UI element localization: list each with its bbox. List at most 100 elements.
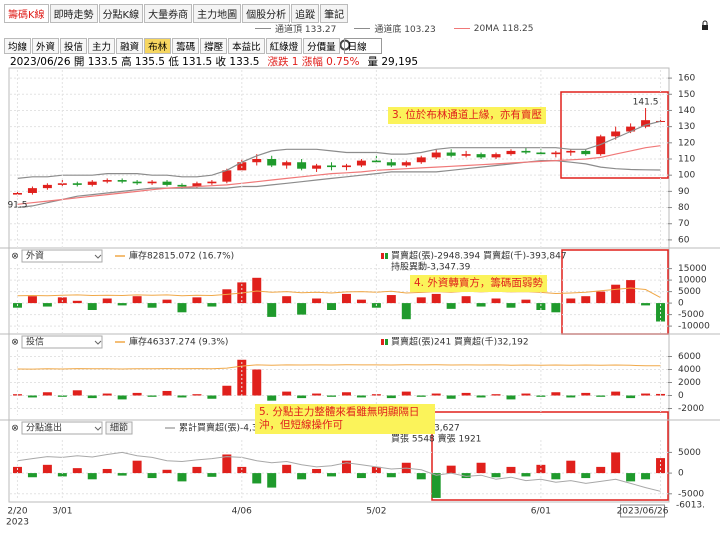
candle-body [566,150,576,153]
bar [87,473,97,480]
bar [506,466,516,474]
lock-icon[interactable] [702,25,708,30]
candle-body [401,162,411,166]
y-tick-label: 80 [678,203,690,213]
y-tick-label: 15000 [678,264,707,274]
legend-label: 20MA 118.25 [473,23,534,34]
tab[interactable]: 即時走勢 [49,4,98,23]
bar [297,395,307,399]
bar [177,473,187,482]
max-label: 141.5 [633,98,659,108]
bar [282,464,292,474]
bar [42,303,52,307]
selector-box [21,421,103,435]
bar [551,392,561,396]
settings-icon[interactable] [339,39,351,51]
bar [192,297,202,304]
bar [536,303,546,310]
bar [506,395,516,400]
bar [117,303,127,306]
candle-body [192,183,202,187]
bar [207,473,217,477]
candle-body [132,181,142,184]
bar [386,395,396,399]
tab[interactable]: 主力地圖 [193,4,242,23]
tab[interactable]: 個股分析 [242,4,291,23]
bar [132,296,142,304]
bar [327,303,337,310]
toolbar-button[interactable]: 主力 [88,38,116,54]
detail-button[interactable] [105,421,133,435]
bar [626,473,636,482]
close-icon: ⊗ [11,252,19,262]
bar [491,298,501,304]
y-tick-label: 70 [678,219,690,229]
y-tick-label: -2000 [678,404,704,414]
bar [431,293,441,304]
bar [506,303,516,308]
bar [641,393,651,396]
toolbar-button[interactable]: 投信 [60,38,88,54]
bar [72,300,82,304]
bar [521,473,531,477]
tab[interactable]: 籌碼K線 [4,4,49,23]
bar [327,473,337,477]
toolbar-button[interactable]: 外資 [32,38,60,54]
indicator-line [17,120,661,179]
tab[interactable]: 分點K線 [98,4,144,23]
candle-body [581,150,591,155]
candle-body [521,150,531,153]
toolbar-button[interactable]: 布林 [144,38,172,54]
candle-body [386,162,396,166]
selector: 分點進出 [26,422,62,434]
candle-body [551,152,561,155]
bar [341,460,351,474]
period-select[interactable]: 日線 [343,38,382,54]
bar [72,390,82,396]
tab[interactable]: 筆記 [320,4,349,23]
toolbar-button[interactable]: 撐壓 [200,38,228,54]
candle-body [416,157,426,163]
bar [596,466,606,474]
candle-body [177,184,187,187]
toolbar-button[interactable]: 均線 [4,38,32,54]
bar [341,293,351,304]
bar [162,390,172,396]
lock-icon-shackle [702,20,708,25]
legend-label: 通道頂 133.27 [275,25,337,35]
candle-body [222,170,232,182]
candle-body [267,159,277,166]
bar [491,473,501,478]
bar [341,392,351,396]
toolbar-button[interactable]: 本益比 [228,38,265,54]
bar [147,395,157,397]
candle-body [312,165,322,169]
bar [252,473,262,484]
bar [192,394,202,396]
scale-label: -6013. [676,501,705,511]
bar [431,393,441,396]
bar [446,303,456,309]
bar [521,393,531,396]
bar [267,473,277,488]
bar [87,303,97,310]
bar [72,468,82,474]
bar [476,395,486,398]
toolbar-button[interactable]: 紅綠燈 [265,38,303,54]
legend-item: 通道頂 133.27 [255,22,336,35]
selector-arrow [94,426,102,431]
candle-body [207,181,217,184]
tab[interactable]: 大量券商 [144,4,193,23]
legend-swatch [354,28,371,29]
toolbar-button[interactable]: 分價量 [303,38,340,54]
tab[interactable]: 追蹤 [291,4,320,23]
quote-volume: 量 29,195 [367,56,419,68]
toolbar-button[interactable]: 籌碼 [172,38,200,54]
selector-box [21,249,103,263]
y-tick-label: 100 [678,171,695,181]
candle-body [431,152,441,158]
toolbar-button[interactable]: 融資 [116,38,144,54]
y-tick-label: 130 [678,122,695,132]
note-swatch-up [381,339,384,345]
indicator-line [17,145,661,205]
